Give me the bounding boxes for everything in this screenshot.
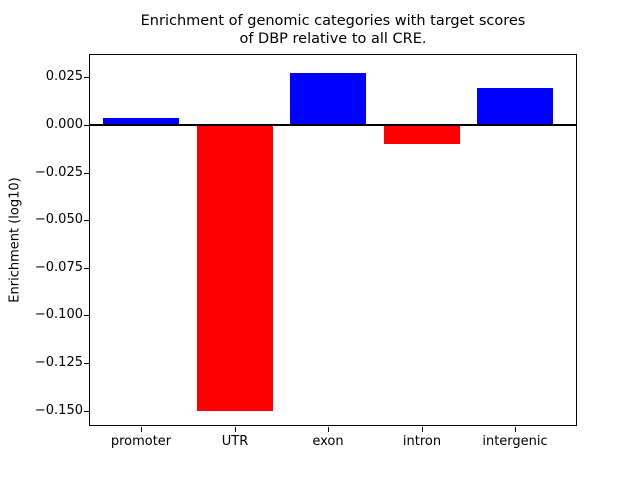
y-tick-label: 0.000 [45,117,83,132]
y-tick-label: −0.150 [34,403,83,418]
x-tick-label: intron [402,434,442,449]
y-tick-label: −0.050 [34,212,83,227]
chart-title: Enrichment of genomic categories with ta… [89,12,577,48]
y-tick-mark [84,268,89,269]
x-tick-label: intergenic [482,434,548,449]
x-tick-mark [141,427,142,432]
x-tick-mark [328,427,329,432]
y-tick-label: −0.025 [34,165,83,180]
y-tick-mark [84,411,89,412]
y-tick-label: 0.025 [45,69,83,84]
bar-intergenic [477,88,553,125]
y-tick-mark [84,220,89,221]
bar-promoter [103,118,179,125]
x-tick-label: UTR [221,434,249,449]
x-tick-mark [422,427,423,432]
bar-intron [384,125,460,144]
bar-exon [290,73,366,125]
y-tick-label: −0.100 [34,307,83,322]
x-tick-mark [515,427,516,432]
zero-line [89,124,577,126]
y-tick-label: −0.075 [34,260,83,275]
x-tick-mark [235,427,236,432]
y-tick-mark [84,77,89,78]
x-tick-label: promoter [110,434,172,449]
y-axis-label: Enrichment (log10) [7,177,23,303]
y-tick-mark [84,125,89,126]
x-tick-label: exon [312,434,344,449]
chart-title-line1: Enrichment of genomic categories with ta… [140,13,526,29]
y-tick-mark [84,173,89,174]
bar-UTR [197,125,273,411]
y-tick-mark [84,315,89,316]
y-tick-mark [84,363,89,364]
y-tick-label: −0.125 [34,355,83,370]
chart-title-line2: of DBP relative to all CRE. [239,31,427,47]
